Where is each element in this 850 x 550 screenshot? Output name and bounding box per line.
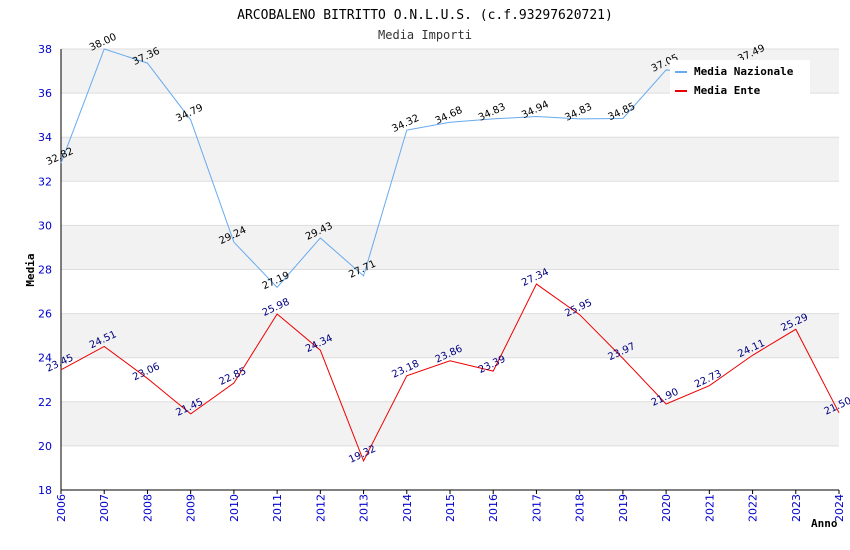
gridlines	[61, 48, 839, 491]
x-tick-label: 2008	[141, 494, 154, 522]
x-tick-label: 2015	[444, 494, 457, 522]
data-label: 27.19	[261, 270, 292, 292]
x-tick-label: 2007	[98, 494, 111, 522]
data-label: 34.94	[520, 99, 551, 121]
data-label: 34.68	[434, 105, 465, 127]
x-tick-label: 2022	[747, 494, 760, 522]
axes	[60, 49, 840, 494]
x-tick-labels: 2006 2007 2008 2009 2010 2011 2012 2013 2014 2015…	[55, 494, 846, 522]
y-tick-label: 26	[38, 308, 52, 321]
x-tick-label: 2023	[790, 494, 803, 522]
plot-band	[61, 401, 839, 446]
x-tick-label: 2021	[703, 494, 716, 522]
legend: Media Nazionale Media Ente	[670, 60, 810, 97]
x-tick-label: 2024	[833, 494, 846, 522]
y-axis-label: Media	[24, 253, 37, 286]
y-tick-label: 20	[38, 440, 52, 453]
data-label: 34.85	[607, 101, 638, 123]
plot-band	[61, 313, 839, 358]
chart-title: ARCOBALENO BITRITTO O.N.L.U.S. (c.f.9329…	[237, 8, 613, 23]
x-tick-label: 2010	[228, 494, 241, 522]
series-lines	[60, 48, 840, 463]
data-label: 34.32	[390, 113, 421, 135]
legend-box	[670, 60, 810, 96]
data-label: 22.73	[693, 368, 724, 390]
x-tick-label: 2014	[401, 494, 414, 522]
data-label: 34.83	[477, 102, 508, 124]
data-label: 19.32	[347, 444, 378, 466]
x-tick-label: 2017	[530, 494, 543, 522]
x-tick-label: 2018	[574, 494, 587, 522]
y-tick-label: 28	[38, 264, 52, 277]
x-tick-label: 2012	[314, 494, 327, 522]
series-line-ente	[60, 283, 840, 463]
y-tick-label: 34	[38, 131, 52, 144]
y-tick-label: 22	[38, 396, 52, 409]
y-tick-label: 32	[38, 175, 52, 188]
plot-band	[61, 225, 839, 270]
data-label: 34.83	[563, 102, 594, 124]
x-axis-label: Anno	[811, 517, 838, 530]
x-tick-label: 2009	[185, 494, 198, 522]
y-tick-labels: 18 20 22 24 26 28 30 32 34 36 38	[38, 43, 52, 497]
y-tick-label: 36	[38, 87, 52, 100]
legend-label-ente: Media Ente	[694, 84, 761, 97]
x-tick-label: 2006	[55, 494, 68, 522]
plot-background	[61, 49, 839, 446]
x-tick-label: 2020	[660, 494, 673, 522]
y-tick-label: 18	[38, 484, 52, 497]
x-tick-label: 2019	[617, 494, 630, 522]
plot-band	[61, 137, 839, 182]
x-tick-label: 2011	[271, 494, 284, 522]
data-label: 23.06	[131, 361, 162, 383]
series-line-nazionale	[60, 48, 753, 289]
y-tick-label: 24	[38, 352, 52, 365]
y-tick-label: 38	[38, 43, 52, 56]
data-label: 22.85	[218, 366, 249, 388]
chart-subtitle: Media Importi	[378, 28, 472, 42]
data-label: 34.79	[174, 102, 205, 124]
x-tick-label: 2013	[358, 494, 371, 522]
x-tick-label: 2016	[487, 494, 500, 522]
legend-label-nazionale: Media Nazionale	[694, 65, 794, 78]
y-tick-label: 30	[38, 219, 52, 232]
